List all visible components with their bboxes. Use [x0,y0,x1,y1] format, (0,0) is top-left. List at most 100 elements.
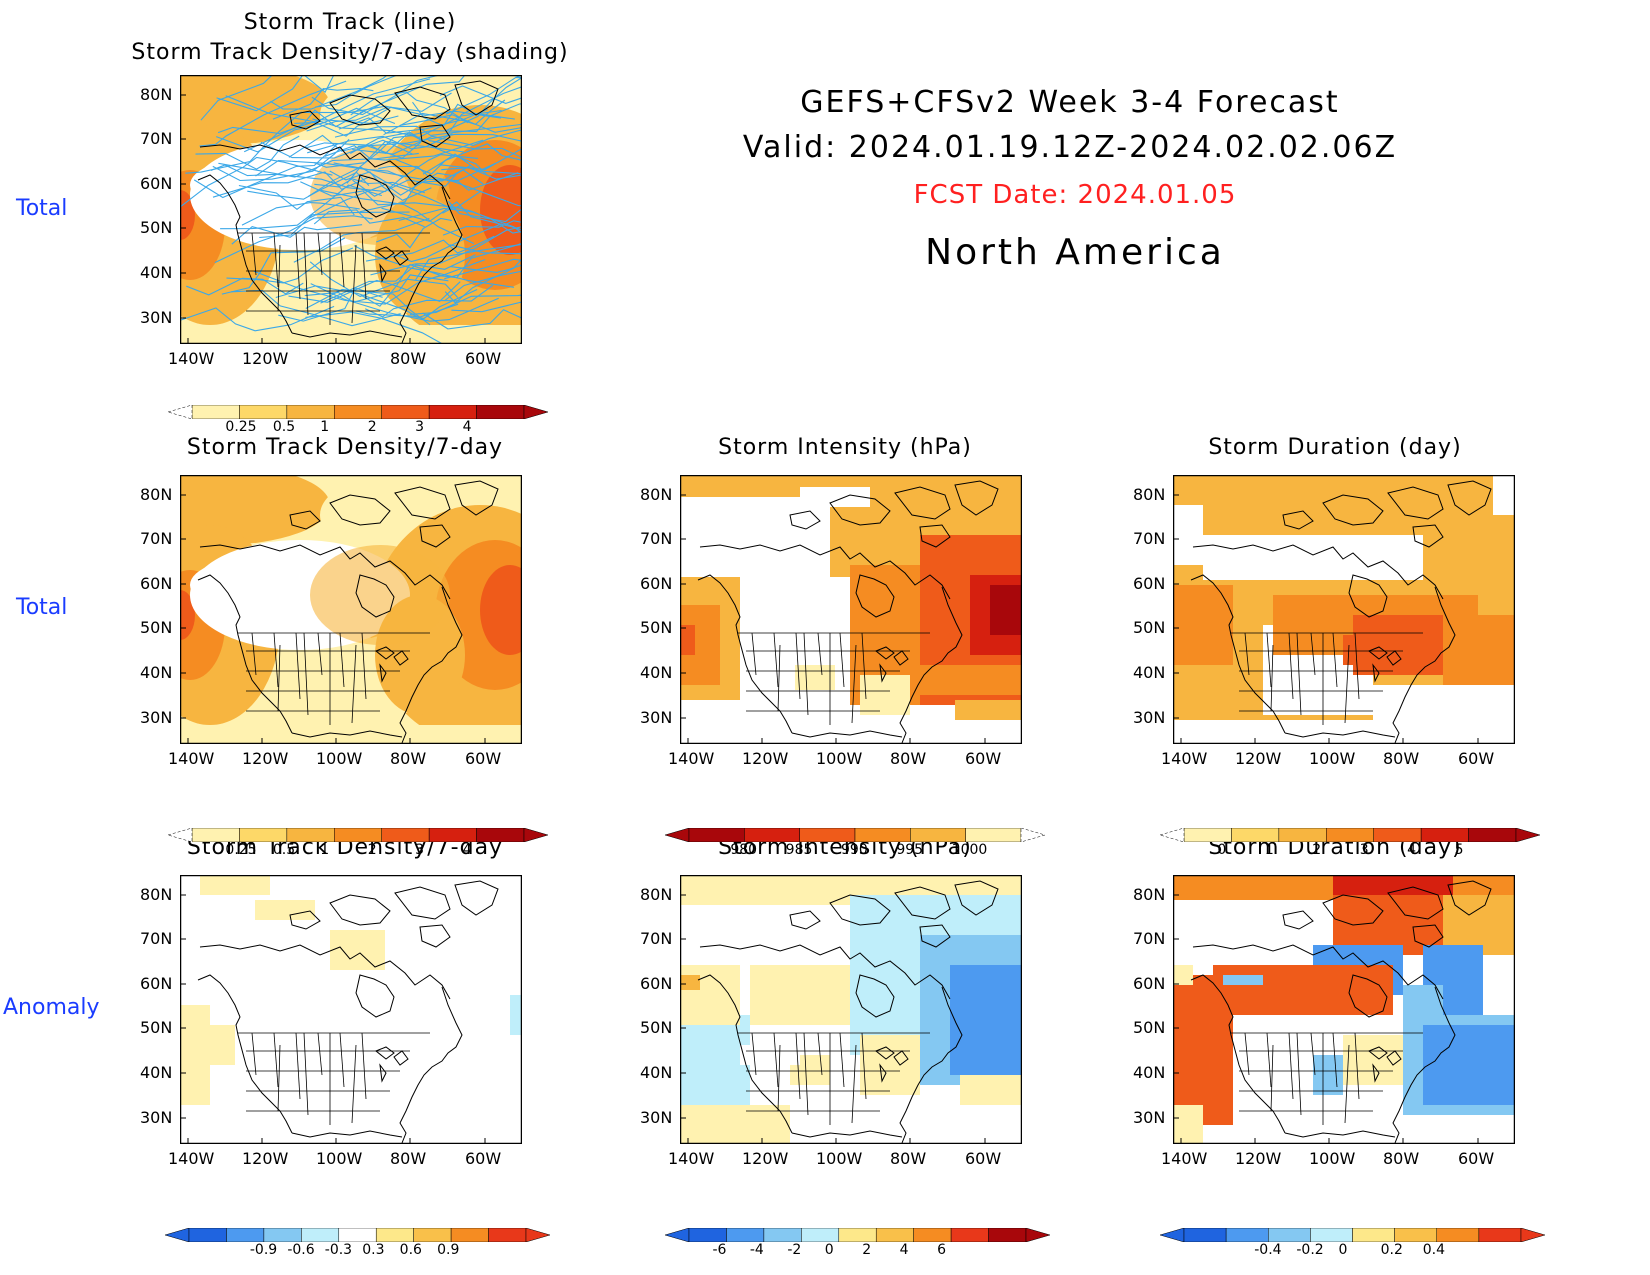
lat-tick-label: 70N [140,129,173,148]
lat-tick-label: 80N [640,485,673,504]
lon-tick-label: 100W [1309,1149,1356,1168]
colorbar-label: -0.2 [1296,1242,1324,1258]
lat-tick-label: 40N [140,663,173,682]
colorbar-label: 0.6 [399,1242,422,1258]
lon-tick-label: 140W [1161,749,1208,768]
lat-tick-label: 30N [1133,708,1166,727]
lon-tick-label: 80W [890,1149,927,1168]
map-panel-1 [180,75,522,344]
lon-tick-label: 60W [1458,1149,1495,1168]
lat-tick-label: 80N [1133,485,1166,504]
lon-tick-label: 80W [1383,1149,1420,1168]
colorbar-label: -6 [712,1242,727,1258]
map-panel-6 [680,875,1022,1144]
map-panel-4 [1173,475,1515,744]
colorbar-label: 3 [415,419,425,435]
lat-tick-label: 80N [140,485,173,504]
lat-tick-label: 60N [1133,974,1166,993]
lat-tick-label: 30N [640,1108,673,1127]
colorbar-label: 0 [1217,842,1227,858]
colorbar-label: 3 [415,842,425,858]
colorbar-duration [1160,828,1540,842]
colorbar-label: 0 [824,1242,834,1258]
colorbar-label: 2 [367,419,377,435]
forecast-date: FCST Date: 2024.01.05 [913,180,1237,210]
lon-tick-label: 80W [1383,749,1420,768]
colorbar-label: -2 [787,1242,802,1258]
lat-tick-label: 70N [1133,929,1166,948]
colorbar-label: 2 [862,1242,872,1258]
colorbar-label: 0 [1338,1242,1348,1258]
colorbar-label: -0.3 [324,1242,353,1258]
region-name: North America [925,232,1225,273]
panel1-title-line2: Storm Track Density/7-day (shading) [131,40,569,65]
colorbar-label: 0.25 [225,842,257,858]
panel3-title: Storm Intensity (hPa) [718,435,972,460]
lat-tick-label: 40N [1133,663,1166,682]
lon-tick-label: 100W [816,749,863,768]
lon-tick-label: 60W [465,1149,502,1168]
lon-tick-label: 120W [1235,1149,1282,1168]
panel1-title-line1: Storm Track (line) [243,10,457,35]
map-panel-3 [680,475,1022,744]
colorbar-label: 4 [1407,842,1417,858]
lon-tick-label: 80W [390,749,427,768]
colorbar-density-1 [168,405,548,419]
lon-tick-label: 60W [465,349,502,368]
colorbar-label: 0.9 [437,1242,460,1258]
lon-tick-label: 120W [742,749,789,768]
lon-tick-label: 60W [1458,749,1495,768]
lat-tick-label: 50N [140,1018,173,1037]
colorbar-intensity [665,828,1045,842]
lat-tick-label: 60N [1133,574,1166,593]
colorbar-label: 6 [937,1242,947,1258]
colorbar-label: 985 [785,842,813,858]
colorbar-label: 0.3 [362,1242,385,1258]
colorbar-label: 0.2 [1380,1242,1403,1258]
colorbar-label: -4 [749,1242,764,1258]
lat-tick-label: 30N [640,708,673,727]
lat-tick-label: 80N [140,885,173,904]
colorbar-label: 4 [462,842,472,858]
lon-tick-label: 60W [965,1149,1002,1168]
lon-tick-label: 100W [316,349,363,368]
colorbar-label: 2 [1312,842,1322,858]
colorbar-density-anom [165,1228,550,1242]
colorbar-label: 995 [896,842,924,858]
colorbar-label: 5 [1454,842,1464,858]
lat-tick-label: 60N [640,574,673,593]
colorbar-label: 980 [730,842,758,858]
colorbar-label: 0.5 [272,419,296,435]
colorbar-label: 3 [1359,842,1369,858]
colorbar-label: -0.6 [287,1242,315,1258]
lat-tick-label: 50N [640,618,673,637]
map-panel-5 [180,875,522,1144]
lat-tick-label: 80N [1133,885,1166,904]
panel2-title: Storm Track Density/7-day [186,435,504,460]
lat-tick-label: 60N [140,974,173,993]
colorbar-label: 1 [1264,842,1274,858]
colorbar-density-2 [168,828,548,842]
lat-tick-label: 40N [140,1063,173,1082]
colorbar-duration-anom [1160,1228,1545,1242]
lat-tick-label: 50N [140,218,173,237]
lat-tick-label: 40N [640,1063,673,1082]
lon-tick-label: 60W [965,749,1002,768]
lon-tick-label: 140W [1161,1149,1208,1168]
lon-tick-label: 100W [316,1149,363,1168]
lon-tick-label: 120W [242,749,289,768]
lat-tick-label: 30N [140,308,173,327]
valid-period: Valid: 2024.01.19.12Z-2024.02.02.06Z [742,130,1398,165]
lon-tick-label: 80W [890,749,927,768]
colorbar-label: -0.9 [249,1242,278,1258]
lon-tick-label: 80W [390,349,427,368]
lon-tick-label: 140W [668,1149,715,1168]
lat-tick-label: 40N [640,663,673,682]
lat-tick-label: 60N [140,574,173,593]
lon-tick-label: 60W [465,749,502,768]
colorbar-intensity-anom [665,1228,1050,1242]
lat-tick-label: 60N [640,974,673,993]
lon-tick-label: 140W [168,1149,215,1168]
lat-tick-label: 70N [140,529,173,548]
lon-tick-label: 120W [1235,749,1282,768]
